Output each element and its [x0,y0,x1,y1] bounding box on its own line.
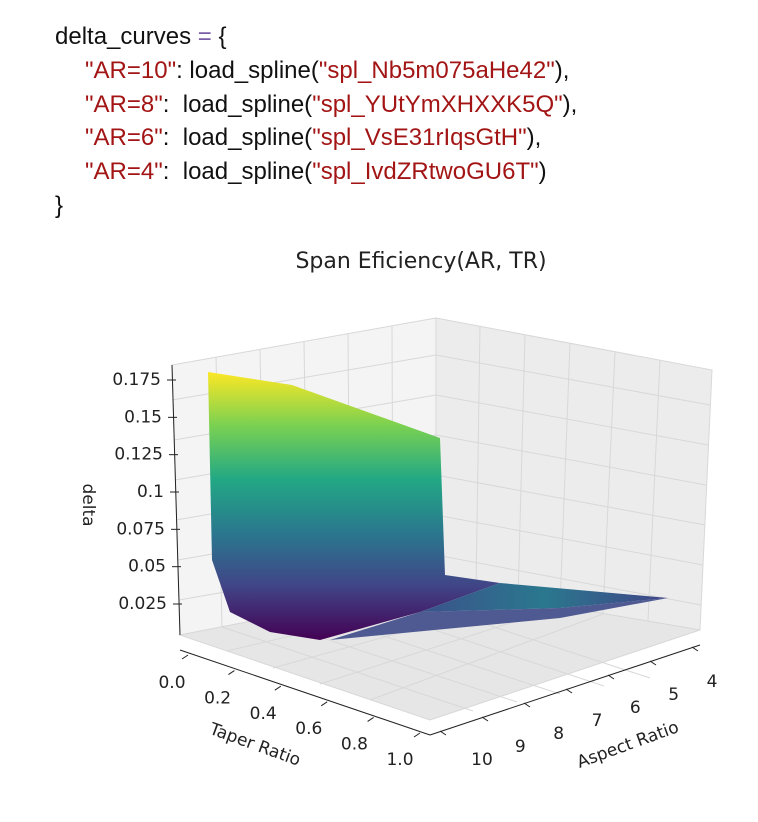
y-tick-label: 6 [630,698,641,718]
y-tick-label: 4 [707,672,718,692]
code-token: "spl_VsE31rIqsGtH" [312,124,527,152]
y-tick [439,730,447,736]
code-token: "spl_IvdZRtwoGU6T" [312,158,539,186]
y-tick-label: 7 [592,711,603,731]
z-tick-label: 0.025 [118,594,167,614]
code-line: delta_curves = { [55,20,577,54]
axes [171,364,701,736]
code-token: "AR=6" [85,124,163,152]
code-line: "AR=6": load_spline("spl_VsE31rIqsGtH"), [55,121,577,155]
z-tick-label: 0.1 [137,482,164,502]
x-axis-label: Taper Ratio [206,719,303,771]
code-token: "AR=4" [85,158,163,186]
chart-title: Span Eficiency(AR, TR) [295,249,546,274]
x-tick [274,685,282,691]
z-axis-label: delta [78,483,98,526]
code-line: "AR=8": load_spline("spl_YUtYmXHXXK5Q"), [55,88,577,122]
x-tick [181,654,189,660]
x-tick-label: 0.2 [204,688,231,708]
z-tick-label: 0.05 [128,557,166,577]
code-token: ), [554,56,570,84]
z-tick-label: 0.175 [112,370,161,390]
y-tick-label: 10 [471,750,493,770]
z-tick-label: 0.125 [114,445,163,465]
y-tick [691,646,699,652]
surface [208,372,668,640]
code-token: delta_curves [55,23,192,50]
code-token: ), [526,124,542,152]
y-tick [607,674,615,680]
code-token: "spl_Nb5m075aHe42" [318,56,555,84]
y-tick-label: 5 [668,685,679,705]
y-tick [481,716,489,722]
x-tick-label: 0.6 [295,719,322,739]
code-line: "AR=10": load_spline("spl_Nb5m075aHe42")… [55,54,577,88]
code-token: : load_spline( [176,56,319,84]
code-token: : load_spline( [162,124,313,152]
code-token: : load_spline( [162,158,313,186]
x-tick [413,732,421,738]
x-tick-label: 0.4 [250,704,277,724]
y-tick [565,688,573,694]
code-block: delta_curves = {"AR=10": load_spline("sp… [55,20,577,223]
y-axis-label: Aspect Ratio [574,717,681,772]
y-tick-label: 8 [553,724,564,744]
code-line: } [55,189,577,223]
code-token: "AR=10" [85,56,177,84]
code-token: ), [562,90,578,118]
code-token: = [191,23,219,50]
x-tick [228,670,235,676]
x-tick-label: 1.0 [386,750,413,770]
z-tick-label: 0.075 [116,519,165,539]
x-tick [367,716,374,722]
z-tick-label: 0.15 [124,407,162,427]
y-tick-label: 9 [515,737,526,757]
x-tick-label: 0.0 [158,673,185,693]
y-tick [523,702,531,708]
code-line: "AR=4": load_spline("spl_IvdZRtwoGU6T") [55,155,577,189]
code-token: ) [538,158,547,186]
code-token: { [218,23,227,50]
code-token: } [55,191,64,219]
x-tick [320,701,328,707]
code-token: : load_spline( [162,90,313,118]
code-token: "spl_YUtYmXHXXK5Q" [312,90,563,118]
code-token: "AR=8" [85,90,163,118]
y-tick [649,660,657,666]
x-tick-label: 0.8 [341,735,368,755]
